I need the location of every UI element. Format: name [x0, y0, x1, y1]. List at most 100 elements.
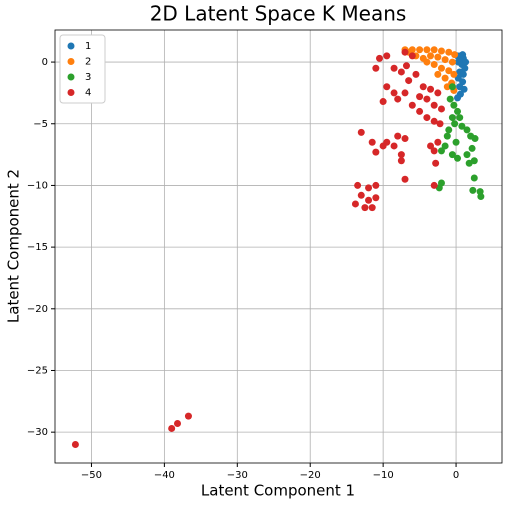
- point: [423, 95, 431, 103]
- point: [184, 412, 192, 420]
- point: [462, 58, 470, 66]
- point: [416, 107, 424, 115]
- point: [416, 93, 424, 101]
- point: [450, 70, 458, 78]
- point: [357, 128, 365, 136]
- point: [468, 144, 476, 152]
- point: [401, 48, 409, 56]
- point: [434, 53, 442, 61]
- x-tick-label: −10: [373, 470, 394, 481]
- point: [436, 120, 444, 128]
- point: [408, 52, 416, 60]
- legend-marker: [67, 42, 75, 50]
- point: [174, 420, 182, 428]
- point: [434, 70, 442, 78]
- point: [390, 142, 398, 150]
- legend-box: [59, 34, 106, 104]
- point: [354, 181, 362, 189]
- legend-label: 3: [85, 72, 91, 83]
- point: [470, 174, 478, 182]
- point: [401, 175, 409, 183]
- point: [427, 52, 435, 60]
- point: [390, 64, 398, 72]
- point: [405, 77, 413, 85]
- point: [412, 70, 420, 78]
- point: [351, 200, 359, 208]
- x-tick-label: −50: [81, 470, 102, 481]
- point: [459, 51, 467, 59]
- point: [432, 159, 440, 167]
- point: [477, 193, 485, 201]
- point: [445, 67, 453, 75]
- y-tick-label: −5: [33, 119, 48, 130]
- point: [437, 47, 445, 55]
- point: [465, 159, 473, 167]
- point: [437, 147, 445, 155]
- point: [379, 142, 387, 150]
- point: [168, 424, 176, 432]
- point: [452, 138, 460, 146]
- point: [427, 142, 435, 150]
- point: [423, 114, 431, 122]
- x-tick-label: −30: [227, 470, 248, 481]
- point: [71, 440, 79, 448]
- point: [401, 135, 409, 143]
- y-tick-label: −20: [27, 304, 48, 315]
- point: [430, 61, 438, 69]
- point: [448, 151, 456, 159]
- point: [372, 64, 380, 72]
- point: [434, 138, 442, 146]
- point: [451, 51, 459, 59]
- point: [448, 58, 456, 66]
- point: [368, 138, 376, 146]
- point: [383, 52, 391, 60]
- point: [416, 46, 424, 54]
- x-tick-label: 0: [453, 470, 459, 481]
- point: [461, 64, 469, 72]
- point: [456, 114, 464, 122]
- point: [471, 135, 479, 143]
- point: [430, 101, 438, 109]
- point: [401, 89, 409, 97]
- point: [375, 54, 383, 62]
- point: [368, 204, 376, 212]
- point: [454, 107, 462, 115]
- y-tick-label: 0: [42, 57, 48, 68]
- legend-marker: [67, 73, 75, 81]
- point: [383, 83, 391, 91]
- point: [372, 194, 380, 202]
- point: [397, 68, 405, 76]
- point: [451, 120, 459, 128]
- legend-marker: [67, 58, 75, 65]
- legend-label: 1: [85, 41, 91, 52]
- y-axis-label: Latent Component 2: [5, 169, 23, 323]
- point: [463, 126, 471, 134]
- point: [372, 148, 380, 156]
- point: [460, 85, 468, 93]
- point: [441, 142, 449, 150]
- y-tick-label: −25: [27, 365, 48, 376]
- point: [459, 70, 467, 78]
- plot-frame: [54, 29, 503, 464]
- y-tick-label: −30: [27, 427, 48, 438]
- x-tick-label: −20: [300, 470, 321, 481]
- point: [361, 204, 369, 212]
- point: [394, 95, 402, 103]
- chart-title: 2D Latent Space K Means: [150, 2, 407, 26]
- point: [437, 64, 445, 72]
- point: [427, 85, 435, 93]
- point: [397, 151, 405, 159]
- x-tick-label: −40: [154, 470, 175, 481]
- point: [430, 117, 438, 125]
- point: [365, 196, 373, 204]
- point: [434, 89, 442, 97]
- y-tick-label: −10: [27, 180, 48, 191]
- point: [454, 94, 462, 102]
- point: [469, 186, 477, 194]
- point: [448, 114, 456, 122]
- point: [372, 181, 380, 189]
- y-tick-label: −15: [27, 242, 48, 253]
- point: [397, 157, 405, 165]
- legend-marker: [67, 89, 75, 96]
